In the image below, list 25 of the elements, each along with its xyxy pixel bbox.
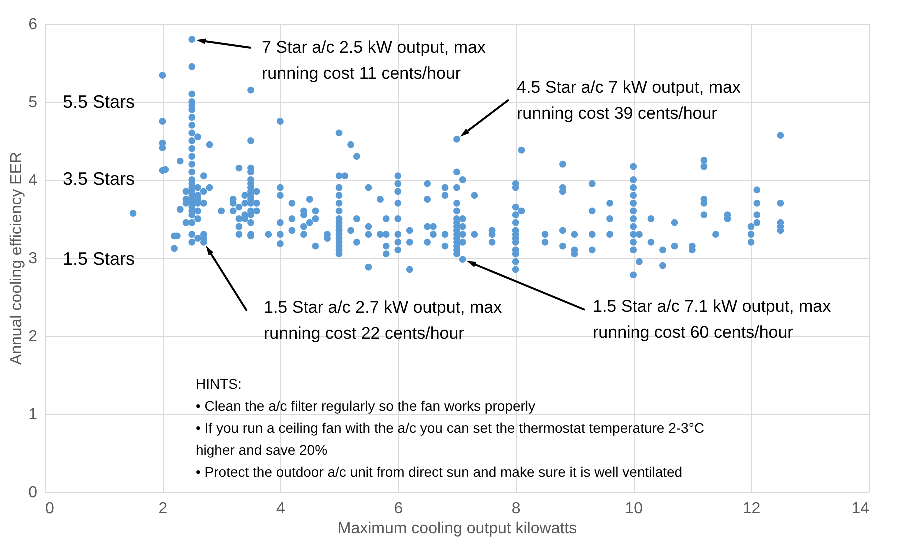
annotation: 4.5 Star a/c 7 kW output, max running cost 39 cents/hour <box>517 78 742 123</box>
x-tick-label: 10 <box>625 500 644 518</box>
y-tick-label: 2 <box>28 328 38 346</box>
annotation: 1.5 Star a/c 7.1 kW output, max running cost 60 cents/hour <box>593 297 832 342</box>
annotation: 7 Star a/c 2.5 kW output, max running cost 11 cents/hour <box>262 38 486 83</box>
annotation: 1.5 Star a/c 2.7 kW output, max running cost 22 cents/hour <box>264 298 503 343</box>
annotation: 3.5 Stars <box>62 169 136 189</box>
y-tick-label: 5 <box>28 94 38 112</box>
annotation: HINTS: • Clean the a/c filter regularly so the fan works properly • If you run a ceiling fan with the a/c you can set the thermostat temperature 2-3°C higher and save 20% • Protect the outdoor a/c unit from direct sun and make sure it is well ventilated <box>196 376 705 480</box>
y-tick-label: 0 <box>28 484 38 502</box>
annotation: 5.5 Stars <box>62 92 136 112</box>
x-tick-label: 2 <box>158 500 168 518</box>
x-tick-label: 0 <box>46 500 54 518</box>
y-tick-label: 4 <box>28 172 38 190</box>
x-tick-label: 4 <box>276 500 286 518</box>
x-tick-label: 12 <box>742 500 761 518</box>
x-tick-label: 6 <box>394 500 404 518</box>
y-tick-label: 1 <box>28 406 38 424</box>
y-tick-label: 6 <box>28 16 38 34</box>
x-axis-title: Maximum cooling output kilowatts <box>338 520 578 538</box>
x-tick-label: 8 <box>512 500 521 518</box>
y-tick-label: 3 <box>28 250 38 268</box>
annotation: 1.5 Stars <box>62 249 136 269</box>
x-tick-label: 14 <box>852 500 870 518</box>
y-axis-title: Annual cooling efficiency EER <box>8 152 26 366</box>
